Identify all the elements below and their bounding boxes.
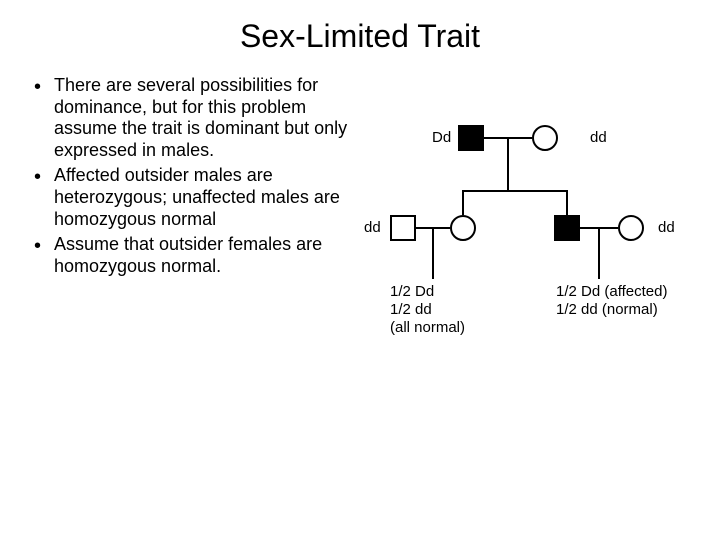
page-title: Sex-Limited Trait (0, 0, 720, 75)
gen1-mother-label: dd (590, 129, 607, 146)
gen2-sib-line (462, 190, 568, 192)
gen2-left-drop (432, 227, 434, 279)
gen2-right-drop (598, 227, 600, 279)
gen2-drop-right (566, 190, 568, 215)
bullet-list: There are several possibilities for domi… (30, 75, 360, 281)
gen3-right-line2: 1/2 dd (normal) (556, 301, 658, 318)
gen1-mother-circle (532, 125, 558, 151)
gen1-father-label: Dd (432, 129, 451, 146)
gen2-outsider-male-label: dd (364, 219, 381, 236)
gen1-father-square (458, 125, 484, 151)
gen3-left-line3: (all normal) (390, 319, 465, 336)
gen2-outsider-female-circle (618, 215, 644, 241)
bullet-item: There are several possibilities for domi… (30, 75, 360, 161)
gen2-outsider-female-label: dd (658, 219, 675, 236)
gen2-drop-left (462, 190, 464, 215)
bullet-item: Affected outsider males are heterozygous… (30, 165, 360, 230)
content-row: There are several possibilities for domi… (0, 75, 720, 281)
gen3-left-line1: 1/2 Dd (390, 283, 434, 300)
gen3-right-line1: 1/2 Dd (affected) (556, 283, 667, 300)
bullet-item: Assume that outsider females are homozyg… (30, 234, 360, 277)
gen2-daughter-circle (450, 215, 476, 241)
pedigree-canvas: Dd dd dd dd (360, 115, 700, 395)
gen2-son-square (554, 215, 580, 241)
gen3-left-line2: 1/2 dd (390, 301, 432, 318)
pedigree-diagram: Dd dd dd dd (360, 75, 700, 281)
gen1-drop-line (507, 137, 509, 190)
gen2-outsider-male-square (390, 215, 416, 241)
